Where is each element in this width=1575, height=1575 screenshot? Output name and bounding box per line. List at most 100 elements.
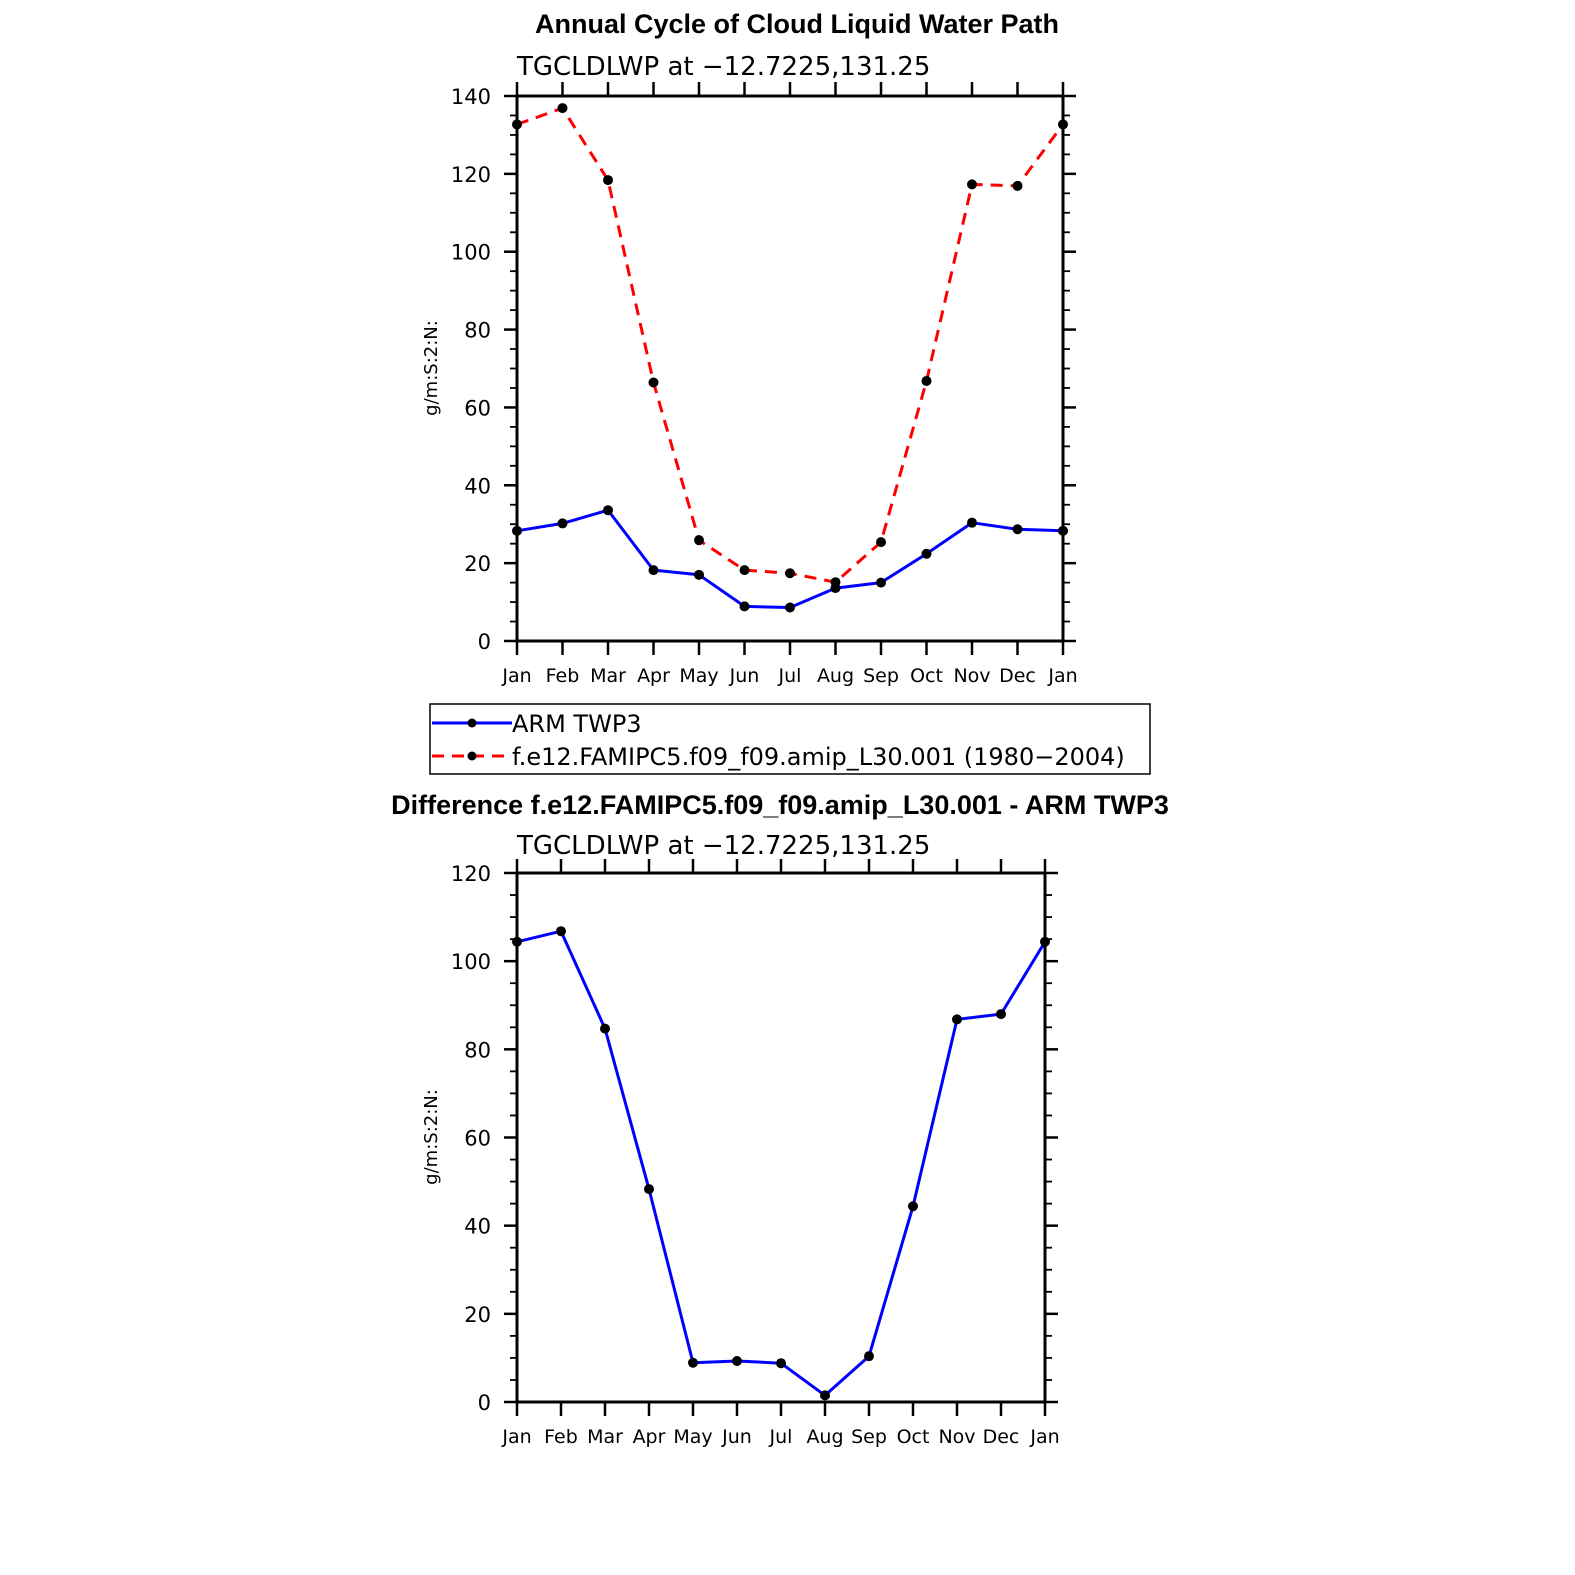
- plot-frame: [515, 94, 1065, 643]
- legend: ARM TWP3 f.e12.FAMIPC5.f09_f09.amip_L30.…: [429, 703, 1151, 775]
- series-lines: [516, 106, 1065, 609]
- series-markers: [512, 103, 1068, 613]
- data-point: [776, 1358, 786, 1369]
- data-point: [600, 1023, 610, 1034]
- x-tick-label: Apr: [633, 1426, 666, 1448]
- data-point: [785, 602, 795, 613]
- x-tick-label: Sep: [863, 665, 899, 687]
- x-tick-label: Jan: [501, 665, 531, 687]
- y-tick-label: 0: [478, 1391, 491, 1415]
- x-tick-label: Jan: [501, 1426, 531, 1448]
- tick-labels: Jan Feb Mar Apr May Jun Jul Aug Sep Oct Nov Dec Jan 0…: [451, 862, 1060, 1448]
- y-tick-label: 20: [464, 1303, 491, 1327]
- data-point: [967, 179, 977, 190]
- x-tick-label: Mar: [587, 1426, 623, 1448]
- x-tick-label: Jul: [769, 1426, 793, 1448]
- data-point: [694, 535, 704, 546]
- axis-ticks: [504, 859, 1058, 1416]
- y-tick-label: 100: [451, 241, 491, 265]
- x-tick-label: Sep: [851, 1426, 887, 1448]
- data-point: [644, 1184, 654, 1195]
- y-tick-label: 120: [451, 163, 491, 187]
- tick-labels: Jan Feb Mar Apr May Jun Jul Aug Sep Oct Nov Dec Jan 0…: [451, 85, 1078, 687]
- data-point: [908, 1201, 918, 1212]
- annual-cycle-chart: Annual Cycle of Cloud Liquid Water Path …: [421, 9, 1078, 687]
- y-tick-label: 60: [464, 396, 491, 420]
- y-tick-label: 60: [464, 1127, 491, 1151]
- series-markers: [512, 926, 1050, 1401]
- y-tick-label: 40: [464, 474, 491, 498]
- data-point: [921, 548, 932, 559]
- x-tick-label: Jun: [729, 665, 760, 687]
- x-tick-label: Nov: [953, 665, 990, 687]
- x-tick-label: Feb: [544, 1426, 578, 1448]
- data-point: [688, 1357, 698, 1368]
- data-point: [952, 1014, 962, 1025]
- y-tick-label: 20: [464, 552, 491, 576]
- data-point: [1040, 936, 1050, 947]
- y-tick-label: 140: [451, 85, 491, 109]
- series-line-1: [516, 106, 1065, 584]
- data-point: [557, 518, 568, 529]
- data-point: [876, 537, 886, 548]
- legend-box: [429, 703, 1151, 775]
- x-tick-label: Aug: [817, 665, 854, 687]
- x-tick-label: Aug: [806, 1426, 843, 1448]
- x-tick-label: Jan: [1029, 1426, 1059, 1448]
- data-point: [512, 525, 522, 536]
- x-tick-label: Mar: [590, 665, 626, 687]
- chart-subtitle: TGCLDLWP at −12.7225,131.25: [516, 831, 930, 861]
- data-point: [820, 1390, 830, 1401]
- data-point: [557, 103, 568, 114]
- series-line-0: [516, 508, 1064, 609]
- y-tick-label: 80: [464, 319, 491, 343]
- data-point: [512, 119, 522, 130]
- data-point: [996, 1009, 1006, 1020]
- difference-chart: Difference f.e12.FAMIPC5.f09_f09.amip_L3…: [391, 790, 1169, 1448]
- data-point: [1058, 525, 1068, 536]
- data-point: [648, 565, 659, 576]
- data-point: [921, 375, 932, 386]
- y-tick-label: 100: [451, 950, 491, 974]
- chart-title: Difference f.e12.FAMIPC5.f09_f09.amip_L3…: [391, 790, 1169, 820]
- y-axis-label: g/m:S:2:N:: [421, 320, 442, 416]
- y-tick-label: 40: [464, 1215, 491, 1239]
- data-point: [1012, 180, 1023, 191]
- x-tick-label: Dec: [999, 665, 1036, 687]
- x-tick-label: Jun: [721, 1426, 752, 1448]
- data-point: [864, 1351, 874, 1362]
- y-tick-label: 0: [478, 630, 491, 654]
- data-point: [603, 175, 613, 186]
- data-point: [876, 577, 886, 588]
- chart-subtitle: TGCLDLWP at −12.7225,131.25: [516, 52, 930, 82]
- data-point: [1058, 119, 1068, 130]
- x-tick-label: Feb: [546, 665, 580, 687]
- x-tick-label: Apr: [637, 665, 670, 687]
- x-tick-label: Jan: [1047, 665, 1077, 687]
- data-point: [603, 505, 613, 516]
- x-tick-label: Nov: [938, 1426, 975, 1448]
- legend-marker-arm: [467, 718, 477, 728]
- x-tick-label: Jul: [778, 665, 802, 687]
- data-point: [739, 601, 750, 612]
- legend-label-arm: ARM TWP3: [512, 710, 642, 738]
- y-tick-label: 120: [451, 862, 491, 886]
- legend-label-model: f.e12.FAMIPC5.f09_f09.amip_L30.001 (1980…: [512, 743, 1125, 771]
- data-point: [556, 926, 566, 937]
- x-tick-label: Oct: [910, 665, 943, 687]
- axis-ticks: [504, 82, 1076, 655]
- data-point: [785, 568, 795, 579]
- y-tick-label: 80: [464, 1038, 491, 1062]
- series-line-0: [516, 929, 1047, 1397]
- data-point: [648, 377, 659, 388]
- data-point: [694, 569, 704, 580]
- x-tick-label: Dec: [983, 1426, 1020, 1448]
- plot-frame: [515, 871, 1047, 1404]
- y-axis-label: g/m:S:2:N:: [421, 1089, 442, 1185]
- data-point: [512, 936, 522, 947]
- x-tick-label: May: [673, 1426, 712, 1448]
- x-tick-label: May: [679, 665, 718, 687]
- legend-marker-model: [467, 751, 477, 761]
- data-point: [1012, 524, 1023, 535]
